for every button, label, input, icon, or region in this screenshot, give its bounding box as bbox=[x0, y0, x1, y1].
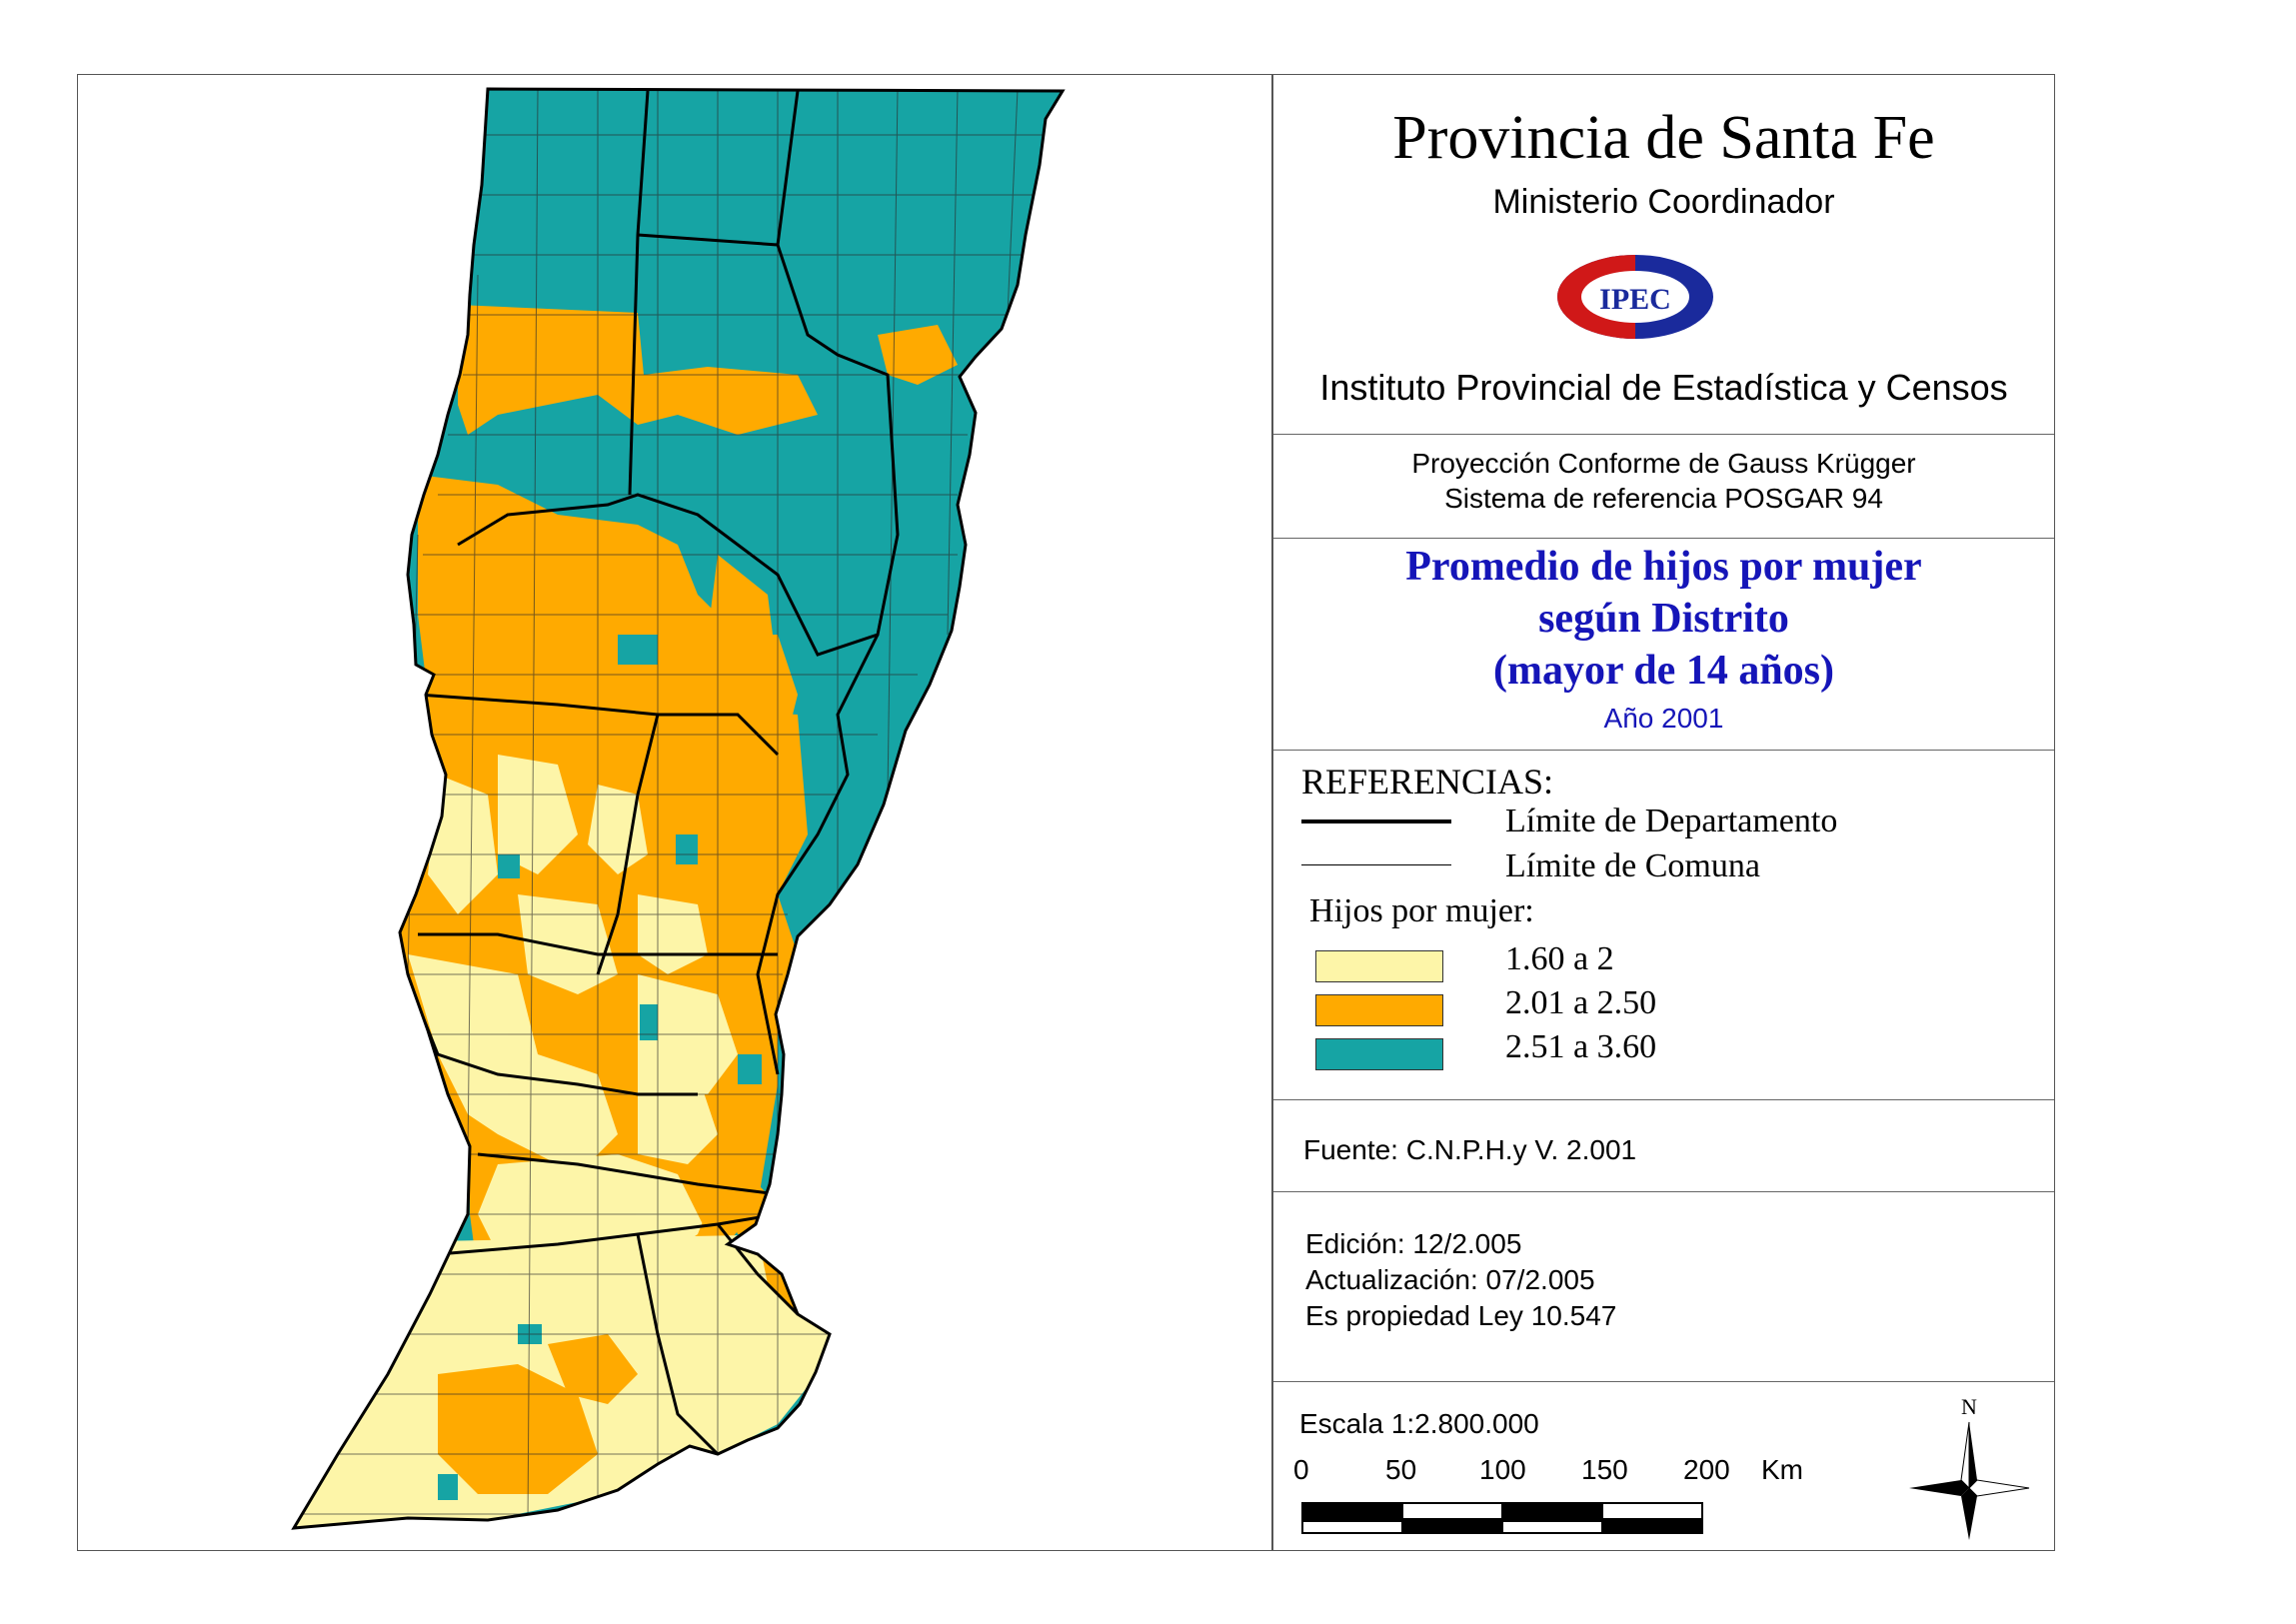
edition-section bbox=[1273, 1192, 2054, 1382]
source-text: Fuente: C.N.P.H.y V. 2.001 bbox=[1303, 1134, 1637, 1165]
north-label: N bbox=[1961, 1394, 1977, 1419]
projection-line2: Sistema de referencia POSGAR 94 bbox=[1444, 483, 1883, 514]
ministry-subtitle: Ministerio Coordinador bbox=[1492, 183, 1835, 221]
north-arrow-icon: N bbox=[1909, 1394, 2030, 1540]
scale-bar-segment bbox=[1301, 1502, 1403, 1520]
legend-label-low: 1.60 a 2 bbox=[1505, 940, 1614, 977]
legend-panel: Provincia de Santa Fe Ministerio Coordin… bbox=[1271, 75, 2054, 1550]
legend-swatch-mid bbox=[1315, 994, 1443, 1026]
projection-line1: Proyección Conforme de Gauss Krügger bbox=[1411, 448, 1916, 479]
page-title: Provincia de Santa Fe bbox=[1392, 104, 1935, 172]
source-section bbox=[1273, 1100, 2054, 1192]
commune-line-symbol bbox=[1301, 864, 1451, 865]
scale-bar-segment bbox=[1301, 1520, 1403, 1534]
legend-heading: Hijos por mujer: bbox=[1309, 892, 1534, 929]
legend-label-mid: 2.01 a 2.50 bbox=[1505, 984, 1657, 1021]
ipec-logo-icon: IPEC bbox=[1557, 255, 1713, 339]
scale-unit: Km bbox=[1761, 1454, 1803, 1485]
legend-swatch-high bbox=[1315, 1038, 1443, 1070]
scale-bar-segment bbox=[1601, 1520, 1703, 1534]
projection-section bbox=[1273, 435, 2054, 539]
references-heading: REFERENCIAS: bbox=[1301, 762, 1554, 802]
legend-swatch-low bbox=[1315, 950, 1443, 982]
legend-label-high: 2.51 a 3.60 bbox=[1505, 1028, 1657, 1065]
department-limit-label: Límite de Departamento bbox=[1505, 803, 1838, 839]
map-title-line2: según Distrito bbox=[1538, 596, 1789, 642]
scale-bar-segment bbox=[1501, 1520, 1603, 1534]
map-year: Año 2001 bbox=[1603, 703, 1724, 734]
scale-tick: 100 bbox=[1479, 1454, 1526, 1485]
scale-bar-segment bbox=[1401, 1520, 1503, 1534]
scale-tick: 50 bbox=[1385, 1454, 1417, 1485]
map-frame: Provincia de Santa Fe Ministerio Coordin… bbox=[77, 74, 2055, 1551]
map-area bbox=[78, 75, 1271, 1550]
scale-tick: 150 bbox=[1581, 1454, 1628, 1485]
map-title-line1: Promedio de hijos por mujer bbox=[1405, 544, 1922, 590]
header-section: Provincia de Santa Fe Ministerio Coordin… bbox=[1273, 75, 2054, 435]
update-date: Actualización: 07/2.005 bbox=[1305, 1264, 1595, 1295]
map-title-section bbox=[1273, 539, 2054, 751]
province-map bbox=[291, 87, 1066, 1530]
edition-date: Edición: 12/2.005 bbox=[1305, 1228, 1522, 1259]
commune-limit-label: Límite de Comuna bbox=[1505, 847, 1760, 884]
scale-bar-segment bbox=[1401, 1502, 1503, 1520]
scale-bar-segment bbox=[1601, 1502, 1703, 1520]
scale-label: Escala 1:2.800.000 bbox=[1299, 1408, 1539, 1439]
scale-tick: 0 bbox=[1293, 1454, 1309, 1485]
scale-tick: 200 bbox=[1683, 1454, 1730, 1485]
scale-bar-segment bbox=[1501, 1502, 1603, 1520]
map-title-line3: (mayor de 14 años) bbox=[1492, 648, 1835, 694]
references-section bbox=[1273, 751, 2054, 1100]
property-law: Es propiedad Ley 10.547 bbox=[1305, 1300, 1617, 1331]
institute-name: Instituto Provincial de Estadística y Ce… bbox=[1319, 367, 2008, 408]
logo-text: IPEC bbox=[1599, 283, 1671, 316]
department-line-symbol bbox=[1301, 819, 1451, 823]
